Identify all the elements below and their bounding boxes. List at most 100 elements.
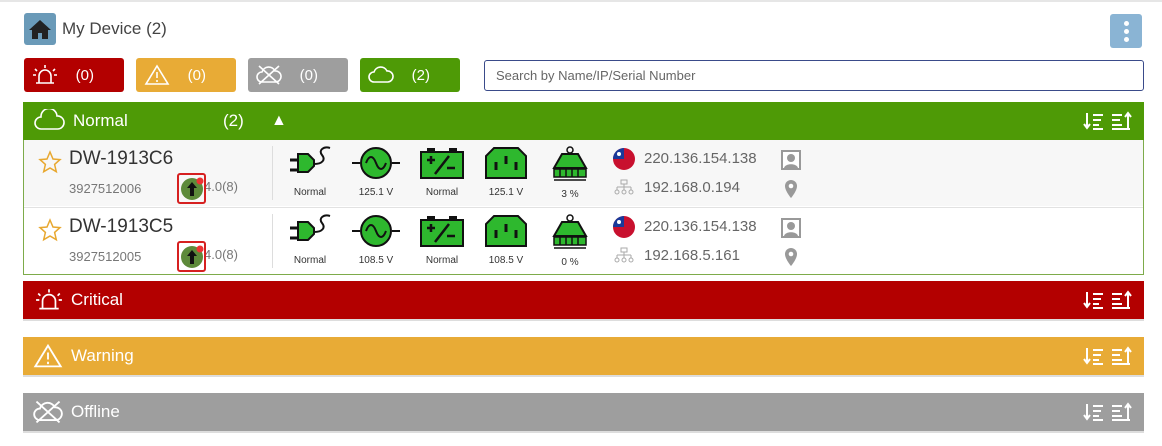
load-icon — [550, 214, 590, 254]
filter-offline-button[interactable]: (0) — [248, 58, 348, 92]
divider — [272, 214, 273, 268]
sort-descending-icon[interactable] — [1083, 290, 1105, 310]
firmware-update-button[interactable] — [177, 173, 206, 204]
local-ip: 192.168.0.194 — [644, 179, 740, 196]
page-title: My Device (2) — [62, 19, 167, 38]
status-value: 108.5 V — [358, 255, 394, 266]
group-label: Normal — [73, 111, 128, 130]
taiwan-flag-icon — [613, 216, 635, 238]
status-battery: Normal — [412, 214, 472, 266]
sort-ascending-icon[interactable] — [1110, 346, 1132, 366]
divider — [23, 431, 1144, 433]
status-value: Normal — [425, 187, 459, 198]
public-ip: 220.136.154.138 — [644, 150, 757, 167]
outlet-icon — [484, 147, 528, 184]
battery-icon — [419, 148, 465, 184]
home-button[interactable] — [24, 13, 56, 45]
group-count: (2) — [223, 111, 244, 130]
group-label: Offline — [71, 402, 120, 421]
device-name[interactable]: DW-1913C6 — [69, 148, 174, 169]
filter-critical-button[interactable]: (0) — [24, 58, 124, 92]
network-icon — [614, 179, 634, 195]
taiwan-flag-icon — [613, 148, 635, 170]
divider — [272, 146, 273, 200]
user-icon[interactable] — [780, 149, 802, 171]
search-input[interactable] — [484, 60, 1144, 91]
device-name[interactable]: DW-1913C5 — [69, 216, 174, 237]
kebab-menu-button[interactable] — [1110, 14, 1142, 48]
outlet-icon — [484, 215, 528, 252]
plug-icon — [288, 146, 332, 184]
sort-descending-icon[interactable] — [1083, 346, 1105, 366]
location-pin-icon[interactable] — [783, 179, 799, 199]
group-header-offline[interactable]: Offline — [23, 393, 1144, 431]
status-value: Normal — [293, 255, 327, 266]
collapse-arrow-icon[interactable]: ▲ — [271, 112, 287, 129]
cloud-icon — [34, 109, 65, 130]
sort-ascending-icon[interactable] — [1110, 402, 1132, 422]
status-outlet: 125.1 V — [476, 146, 536, 198]
status-value: 3 % — [561, 189, 579, 200]
cloud-icon — [368, 66, 394, 83]
plug-icon — [288, 214, 332, 252]
group-header-warning[interactable]: Warning — [23, 337, 1144, 375]
filter-count: (2) — [411, 66, 430, 84]
divider — [23, 319, 1144, 321]
status-value: 0 % — [561, 257, 579, 268]
star-icon[interactable] — [38, 218, 62, 242]
status-battery: Normal — [412, 146, 472, 198]
status-ac-sine: 108.5 V — [346, 214, 406, 266]
warning-icon — [33, 343, 63, 368]
star-icon[interactable] — [38, 150, 62, 174]
firmware-update-icon — [180, 245, 203, 268]
device-list: DW-1913C6 3927512006 4.0(8) Normal 125.1 … — [23, 140, 1144, 275]
sort-descending-icon[interactable] — [1083, 402, 1105, 422]
alarm-icon — [36, 289, 62, 310]
battery-icon — [419, 216, 465, 252]
location-pin-icon[interactable] — [783, 247, 799, 267]
status-plug: Normal — [280, 146, 340, 198]
status-value: Normal — [425, 255, 459, 266]
network-icon — [614, 247, 634, 263]
sort-ascending-icon[interactable] — [1110, 290, 1132, 310]
filter-warning-button[interactable]: (0) — [136, 58, 236, 92]
sort-descending-icon[interactable] — [1083, 111, 1105, 131]
group-header-normal[interactable]: Normal (2) ▲ — [23, 102, 1144, 140]
status-plug: Normal — [280, 214, 340, 266]
user-icon[interactable] — [780, 217, 802, 239]
public-ip: 220.136.154.138 — [644, 218, 757, 235]
status-outlet: 108.5 V — [476, 214, 536, 266]
group-label: Warning — [71, 346, 134, 365]
alarm-icon — [33, 65, 57, 84]
filter-count: (0) — [75, 66, 94, 84]
status-load: 0 % — [540, 214, 600, 268]
device-row[interactable]: DW-1913C5 3927512005 4.0(8) Normal 108.5 … — [24, 207, 1143, 273]
offline-icon — [256, 65, 282, 85]
load-icon — [550, 146, 590, 186]
filter-normal-button[interactable]: (2) — [360, 58, 460, 92]
offline-icon — [33, 400, 63, 424]
filter-count: (0) — [187, 66, 206, 84]
firmware-update-icon — [180, 177, 203, 200]
filter-count: (0) — [299, 66, 318, 84]
status-ac-sine: 125.1 V — [346, 146, 406, 198]
warning-icon — [144, 64, 170, 85]
status-value: 125.1 V — [488, 187, 524, 198]
divider — [23, 375, 1144, 377]
sort-ascending-icon[interactable] — [1110, 111, 1132, 131]
firmware-version: 4.0(8) — [204, 247, 238, 262]
home-icon — [29, 20, 51, 39]
device-row[interactable]: DW-1913C6 3927512006 4.0(8) Normal 125.1 … — [24, 140, 1143, 206]
group-label: Critical — [71, 290, 123, 309]
ac-sine-icon — [351, 147, 401, 184]
group-header-critical[interactable]: Critical — [23, 281, 1144, 319]
firmware-version: 4.0(8) — [204, 179, 238, 194]
device-serial: 3927512005 — [69, 249, 142, 264]
firmware-update-button[interactable] — [177, 241, 206, 272]
status-load: 3 % — [540, 146, 600, 200]
device-serial: 3927512006 — [69, 181, 142, 196]
status-value: Normal — [293, 187, 327, 198]
ac-sine-icon — [351, 215, 401, 252]
status-value: 125.1 V — [358, 187, 394, 198]
status-value: 108.5 V — [488, 255, 524, 266]
